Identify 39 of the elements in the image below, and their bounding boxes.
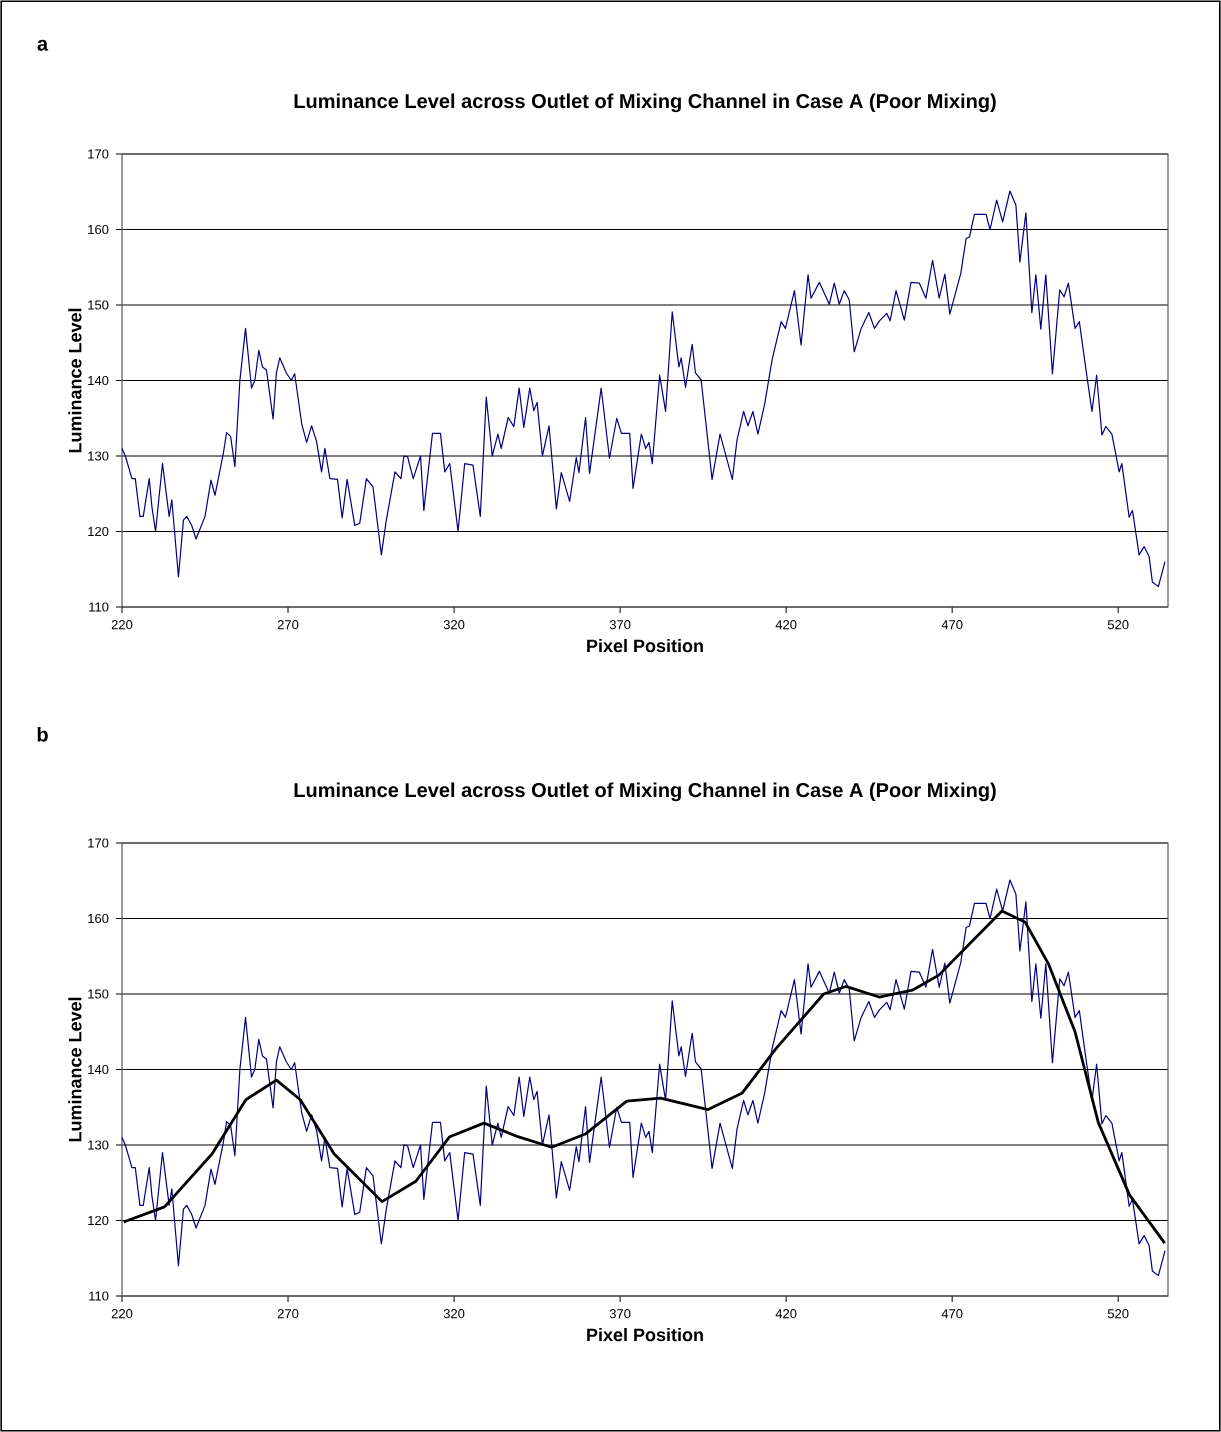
text: b xyxy=(37,726,48,742)
x-tick-label: 470 xyxy=(941,620,963,630)
x-tick-label: 370 xyxy=(609,620,631,630)
y-tick-label: 120 xyxy=(88,1215,109,1226)
x-axis-title: Pixel Position xyxy=(587,638,703,653)
line-series xyxy=(121,879,1166,1277)
chart-title: Luminance Level across Outlet of Mixing Channel in Case A (Poor Mixing) xyxy=(294,93,996,113)
x-tick-label: 420 xyxy=(775,1309,797,1319)
y-axis-title: Luminance Level xyxy=(68,308,82,453)
y-tick-label: 150 xyxy=(88,300,109,310)
x-tick-label: 370 xyxy=(609,1309,631,1319)
chart-title: Luminance Level across Outlet of Mixing Channel in Case A (Poor Mixing) xyxy=(294,782,996,802)
y-tick-label: 160 xyxy=(88,913,109,924)
text: a xyxy=(37,39,49,51)
y-tick-label: 140 xyxy=(88,1064,109,1075)
y-tick-label: 170 xyxy=(88,838,109,848)
x-tick-label: 220 xyxy=(111,620,133,630)
x-tick-label: 220 xyxy=(111,1309,133,1319)
y-tick-label: 130 xyxy=(88,451,109,461)
x-tick-label: 520 xyxy=(1107,620,1129,630)
x-axis-title: Pixel Position xyxy=(587,1327,703,1342)
x-tick-label: 320 xyxy=(443,1309,465,1319)
y-tick-label: 110 xyxy=(89,602,109,612)
y-tick-label: 150 xyxy=(88,989,109,999)
x-tick-label: 520 xyxy=(1107,1309,1129,1319)
y-axis-title: Luminance Level xyxy=(68,997,82,1142)
y-tick-label: 110 xyxy=(89,1291,109,1301)
y-tick-label: 170 xyxy=(88,149,109,159)
y-tick-label: 140 xyxy=(88,375,109,386)
y-tick-label: 130 xyxy=(88,1140,109,1150)
x-tick-label: 470 xyxy=(941,1309,963,1319)
line-series xyxy=(121,190,1166,588)
x-tick-label: 270 xyxy=(277,620,299,630)
y-tick-label: 120 xyxy=(88,526,109,537)
line-series xyxy=(122,909,1167,1245)
x-tick-label: 420 xyxy=(775,620,797,630)
x-tick-label: 320 xyxy=(443,620,465,630)
x-tick-label: 270 xyxy=(277,1309,299,1319)
y-tick-label: 160 xyxy=(88,224,109,235)
